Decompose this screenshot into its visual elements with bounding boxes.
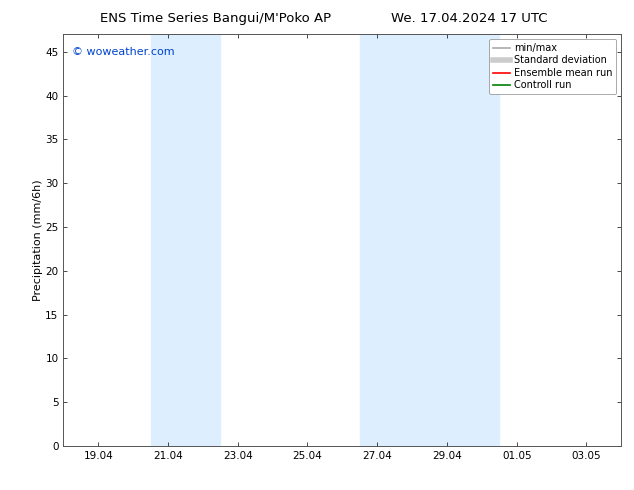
Text: © woweather.com: © woweather.com <box>72 47 174 57</box>
Bar <box>359 34 429 446</box>
Bar <box>150 34 221 446</box>
Text: ENS Time Series Bangui/M'Poko AP: ENS Time Series Bangui/M'Poko AP <box>100 12 331 25</box>
Y-axis label: Precipitation (mm/6h): Precipitation (mm/6h) <box>32 179 42 301</box>
Legend: min/max, Standard deviation, Ensemble mean run, Controll run: min/max, Standard deviation, Ensemble me… <box>489 39 616 94</box>
Text: We. 17.04.2024 17 UTC: We. 17.04.2024 17 UTC <box>391 12 547 25</box>
Bar <box>429 34 500 446</box>
